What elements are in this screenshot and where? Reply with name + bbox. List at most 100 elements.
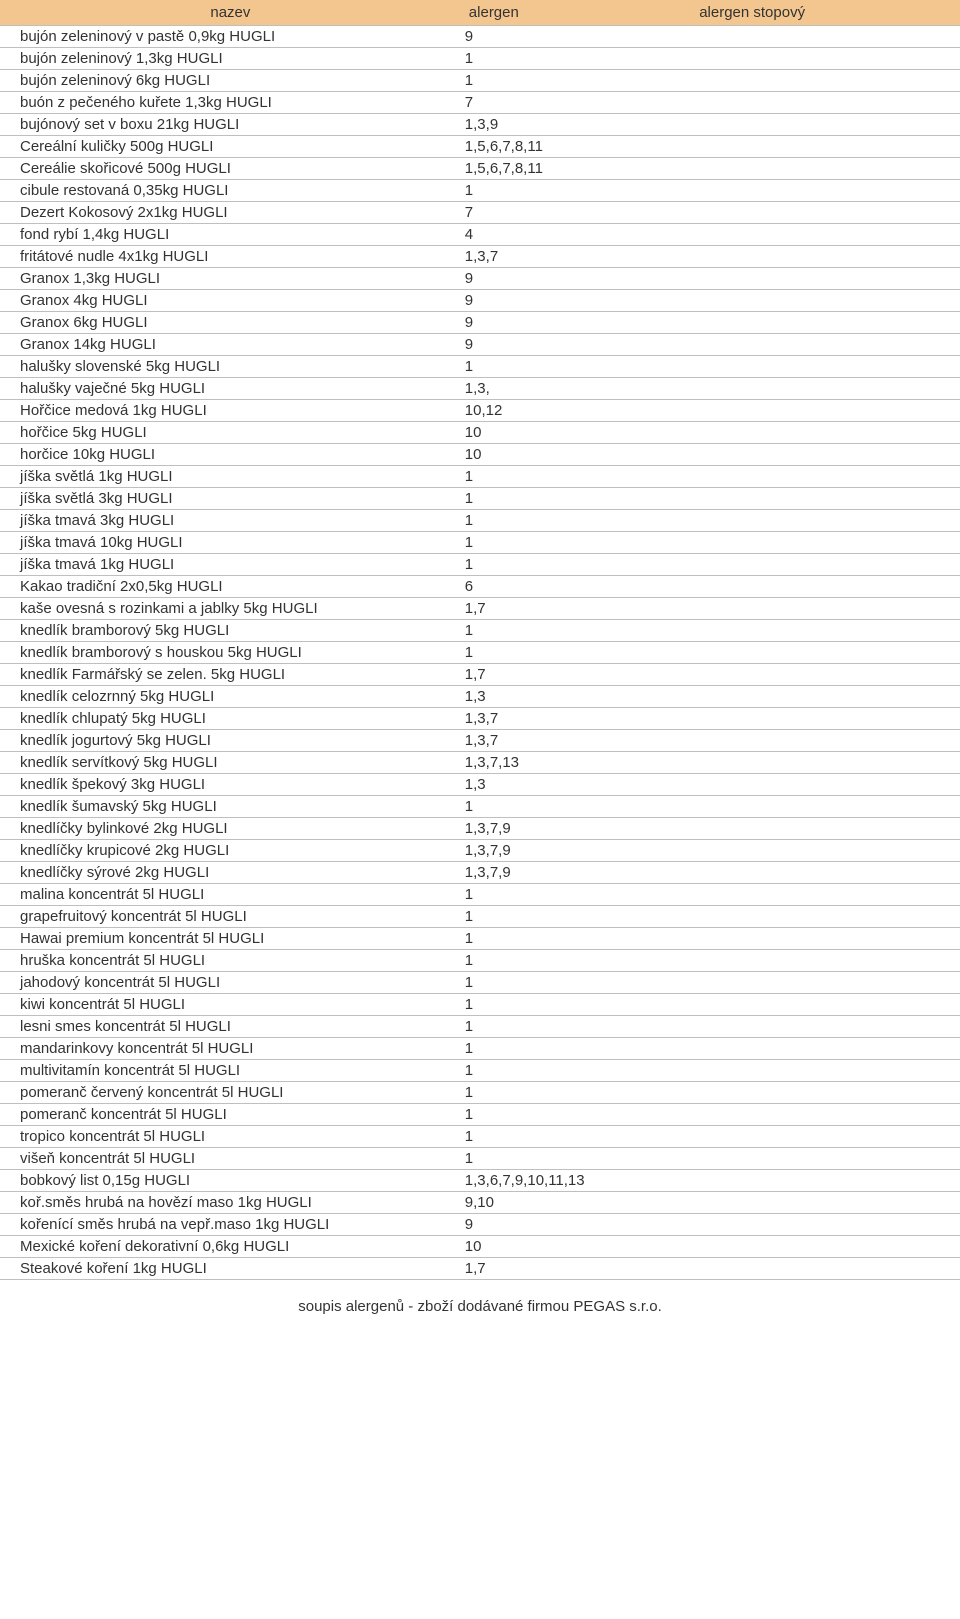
cell-alergen: 1 bbox=[461, 928, 691, 950]
cell-alergen: 1,7 bbox=[461, 598, 691, 620]
cell-alergen: 1 bbox=[461, 488, 691, 510]
cell-nazev: knedlík bramborový 5kg HUGLI bbox=[0, 620, 461, 642]
cell-nazev: knedlík Farmářský se zelen. 5kg HUGLI bbox=[0, 664, 461, 686]
cell-alergen: 1,3,7 bbox=[461, 708, 691, 730]
cell-alergen: 1,3,7,13 bbox=[461, 752, 691, 774]
cell-nazev: buón z pečeného kuřete 1,3kg HUGLI bbox=[0, 92, 461, 114]
cell-alergen: 1 bbox=[461, 1038, 691, 1060]
table-row: knedlík jogurtový 5kg HUGLI1,3,7 bbox=[0, 730, 960, 752]
cell-nazev: halušky slovenské 5kg HUGLI bbox=[0, 356, 461, 378]
cell-nazev: malina koncentrát 5l HUGLI bbox=[0, 884, 461, 906]
table-row: fond rybí 1,4kg HUGLI4 bbox=[0, 224, 960, 246]
col-header-alergen: alergen bbox=[461, 0, 691, 26]
cell-alergen: 7 bbox=[461, 92, 691, 114]
table-row: knedlík bramborový s houskou 5kg HUGLI1 bbox=[0, 642, 960, 664]
cell-nazev: Hawai premium koncentrát 5l HUGLI bbox=[0, 928, 461, 950]
cell-alergen-stopovy bbox=[691, 862, 960, 884]
cell-nazev: jíška světlá 1kg HUGLI bbox=[0, 466, 461, 488]
table-row: Granox 1,3kg HUGLI9 bbox=[0, 268, 960, 290]
table-row: lesni smes koncentrát 5l HUGLI1 bbox=[0, 1016, 960, 1038]
cell-alergen-stopovy bbox=[691, 290, 960, 312]
cell-alergen: 1,3,7,9 bbox=[461, 862, 691, 884]
table-header-row: nazev alergen alergen stopový bbox=[0, 0, 960, 26]
cell-alergen: 1,3, bbox=[461, 378, 691, 400]
cell-alergen-stopovy bbox=[691, 444, 960, 466]
cell-alergen: 1,5,6,7,8,11 bbox=[461, 158, 691, 180]
cell-alergen-stopovy bbox=[691, 840, 960, 862]
cell-alergen: 4 bbox=[461, 224, 691, 246]
table-row: jíška tmavá 3kg HUGLI1 bbox=[0, 510, 960, 532]
cell-nazev: jíška tmavá 10kg HUGLI bbox=[0, 532, 461, 554]
cell-alergen: 1 bbox=[461, 70, 691, 92]
cell-alergen: 9 bbox=[461, 312, 691, 334]
cell-alergen: 1 bbox=[461, 554, 691, 576]
table-row: Mexické koření dekorativní 0,6kg HUGLI10 bbox=[0, 1236, 960, 1258]
cell-nazev: kořenící směs hrubá na vepř.maso 1kg HUG… bbox=[0, 1214, 461, 1236]
cell-alergen-stopovy bbox=[691, 972, 960, 994]
cell-alergen-stopovy bbox=[691, 1038, 960, 1060]
cell-alergen: 1 bbox=[461, 972, 691, 994]
cell-alergen-stopovy bbox=[691, 620, 960, 642]
cell-alergen: 1,3,7 bbox=[461, 246, 691, 268]
cell-alergen: 1,3,9 bbox=[461, 114, 691, 136]
cell-alergen: 1,5,6,7,8,11 bbox=[461, 136, 691, 158]
table-row: Steakové koření 1kg HUGLI1,7 bbox=[0, 1258, 960, 1280]
cell-nazev: pomeranč červený koncentrát 5l HUGLI bbox=[0, 1082, 461, 1104]
table-row: bujón zeleninový 1,3kg HUGLI1 bbox=[0, 48, 960, 70]
cell-alergen: 1 bbox=[461, 884, 691, 906]
cell-alergen: 1,7 bbox=[461, 1258, 691, 1280]
cell-nazev: pomeranč koncentrát 5l HUGLI bbox=[0, 1104, 461, 1126]
table-row: Granox 14kg HUGLI9 bbox=[0, 334, 960, 356]
cell-nazev: jíška světlá 3kg HUGLI bbox=[0, 488, 461, 510]
cell-alergen-stopovy bbox=[691, 576, 960, 598]
cell-alergen: 1 bbox=[461, 1082, 691, 1104]
cell-alergen: 10,12 bbox=[461, 400, 691, 422]
cell-alergen-stopovy bbox=[691, 26, 960, 48]
cell-alergen-stopovy bbox=[691, 598, 960, 620]
cell-alergen-stopovy bbox=[691, 48, 960, 70]
cell-alergen: 9 bbox=[461, 1214, 691, 1236]
table-row: Cereální kuličky 500g HUGLI1,5,6,7,8,11 bbox=[0, 136, 960, 158]
cell-alergen: 1 bbox=[461, 1016, 691, 1038]
cell-alergen-stopovy bbox=[691, 334, 960, 356]
col-header-alergen-stopovy: alergen stopový bbox=[691, 0, 960, 26]
table-row: knedlík špekový 3kg HUGLI1,3 bbox=[0, 774, 960, 796]
cell-alergen-stopovy bbox=[691, 708, 960, 730]
table-row: knedlíčky krupicové 2kg HUGLI1,3,7,9 bbox=[0, 840, 960, 862]
cell-alergen: 1 bbox=[461, 906, 691, 928]
cell-alergen: 1 bbox=[461, 1104, 691, 1126]
cell-alergen: 1,3,7,9 bbox=[461, 818, 691, 840]
table-row: pomeranč červený koncentrát 5l HUGLI1 bbox=[0, 1082, 960, 1104]
table-row: Hořčice medová 1kg HUGLI10,12 bbox=[0, 400, 960, 422]
cell-alergen: 10 bbox=[461, 1236, 691, 1258]
table-row: bobkový list 0,15g HUGLI1,3,6,7,9,10,11,… bbox=[0, 1170, 960, 1192]
cell-nazev: multivitamín koncentrát 5l HUGLI bbox=[0, 1060, 461, 1082]
cell-nazev: halušky vaječné 5kg HUGLI bbox=[0, 378, 461, 400]
cell-alergen-stopovy bbox=[691, 1148, 960, 1170]
cell-alergen: 1,3,7 bbox=[461, 730, 691, 752]
cell-nazev: knedlík šumavský 5kg HUGLI bbox=[0, 796, 461, 818]
cell-nazev: Granox 1,3kg HUGLI bbox=[0, 268, 461, 290]
cell-alergen-stopovy bbox=[691, 246, 960, 268]
cell-alergen-stopovy bbox=[691, 70, 960, 92]
cell-nazev: bujón zeleninový 1,3kg HUGLI bbox=[0, 48, 461, 70]
cell-nazev: Granox 14kg HUGLI bbox=[0, 334, 461, 356]
cell-nazev: bujónový set v boxu 21kg HUGLI bbox=[0, 114, 461, 136]
page-footer: soupis alergenů - zboží dodávané firmou … bbox=[0, 1280, 960, 1325]
table-row: knedlík Farmářský se zelen. 5kg HUGLI1,7 bbox=[0, 664, 960, 686]
table-row: knedlík bramborový 5kg HUGLI1 bbox=[0, 620, 960, 642]
cell-alergen: 1 bbox=[461, 642, 691, 664]
cell-nazev: hruška koncentrát 5l HUGLI bbox=[0, 950, 461, 972]
cell-alergen: 1 bbox=[461, 356, 691, 378]
cell-nazev: knedlík jogurtový 5kg HUGLI bbox=[0, 730, 461, 752]
cell-alergen: 6 bbox=[461, 576, 691, 598]
cell-alergen: 10 bbox=[461, 422, 691, 444]
cell-alergen: 1 bbox=[461, 1126, 691, 1148]
table-row: bujón zeleninový v pastě 0,9kg HUGLI9 bbox=[0, 26, 960, 48]
cell-alergen: 1 bbox=[461, 620, 691, 642]
cell-alergen-stopovy bbox=[691, 114, 960, 136]
cell-nazev: knedlíčky bylinkové 2kg HUGLI bbox=[0, 818, 461, 840]
table-row: jíška tmavá 10kg HUGLI1 bbox=[0, 532, 960, 554]
table-row: knedlík šumavský 5kg HUGLI1 bbox=[0, 796, 960, 818]
cell-alergen: 1 bbox=[461, 532, 691, 554]
